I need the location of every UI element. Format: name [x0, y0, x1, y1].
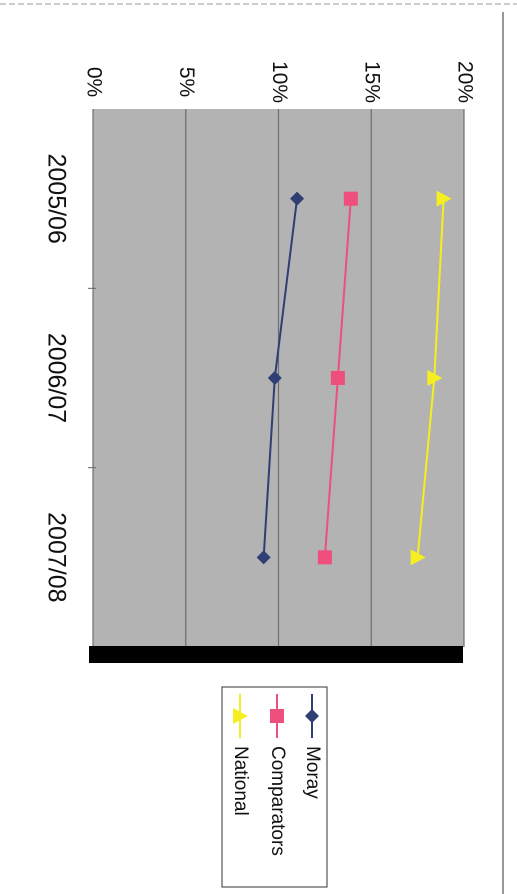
y-tick-label: 0%	[82, 67, 105, 97]
y-tick-label: 10%	[268, 61, 291, 103]
legend: Moray Comparators National	[221, 686, 328, 888]
series-national	[410, 190, 452, 566]
data-point	[330, 371, 345, 385]
legend-entry: Moray	[302, 694, 323, 799]
legend-marker	[270, 709, 284, 723]
series-layer	[256, 190, 452, 566]
x-tick-label: 2007/08	[42, 512, 70, 602]
data-point	[290, 191, 305, 206]
y-tick-label: 5%	[175, 67, 198, 97]
y-tick-label: 20%	[453, 61, 476, 103]
data-point	[317, 550, 332, 565]
series-comparators	[317, 191, 358, 565]
x-axis-ticks	[88, 287, 96, 469]
x-tick-label: 2006/07	[42, 333, 70, 423]
y-axis-tick-labels: 0% 5% 10% 15% 20%	[82, 61, 476, 103]
legend-label: National	[230, 746, 251, 816]
y-tick-label: 15%	[361, 61, 384, 103]
data-point	[343, 191, 358, 206]
plot-base-bar	[89, 646, 463, 663]
x-axis-tick-labels: 2005/06 2006/07 2007/08	[42, 153, 70, 602]
legend-entry: National	[230, 694, 251, 816]
data-point	[267, 371, 282, 385]
legend-marker	[233, 708, 248, 724]
data-point	[410, 549, 426, 566]
legend-label: Comparators	[267, 746, 288, 856]
data-point	[436, 190, 452, 207]
legend-entry: Comparators	[267, 694, 288, 856]
legend-label: Moray	[302, 746, 323, 799]
data-point	[427, 370, 443, 386]
x-tick-label: 2005/06	[42, 153, 70, 243]
data-point	[256, 550, 271, 565]
gridlines	[92, 109, 465, 647]
legend-marker	[305, 709, 319, 723]
series-moray	[256, 191, 305, 565]
